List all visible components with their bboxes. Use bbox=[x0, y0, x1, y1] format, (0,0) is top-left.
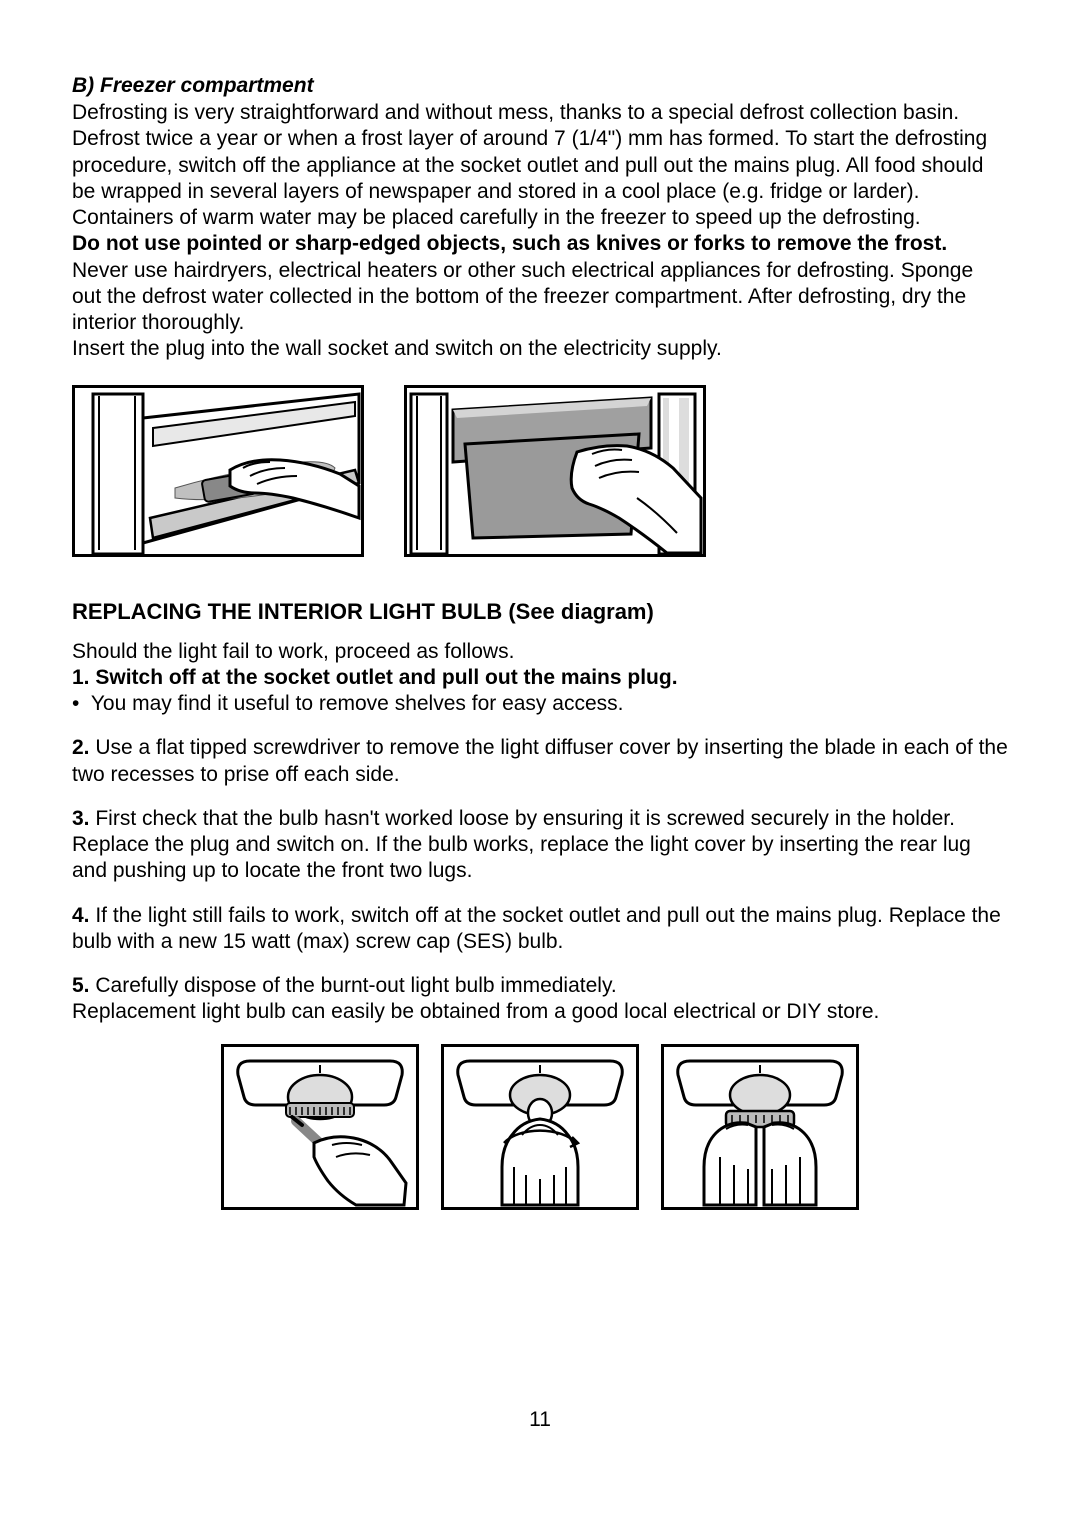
freezer-p3: Containers of warm water may be placed c… bbox=[72, 205, 1008, 231]
bulb-intro: Should the light fail to work, proceed a… bbox=[72, 639, 1008, 665]
step5-text: Carefully dispose of the burnt-out light… bbox=[90, 974, 617, 997]
step2-text: Use a flat tipped screwdriver to remove … bbox=[72, 736, 1008, 785]
step5-num: 5. bbox=[72, 974, 90, 997]
freezer-title: B) Freezer compartment bbox=[72, 74, 1008, 98]
bulb-step4-wrap: 4. If the light still fails to work, swi… bbox=[72, 903, 1008, 956]
step4-text: If the light still fails to work, switch… bbox=[72, 904, 1001, 953]
freezer-warning: Do not use pointed or sharp-edged object… bbox=[72, 231, 1008, 257]
diagram-sponge-water bbox=[72, 385, 364, 557]
diagram-replace-cover bbox=[661, 1044, 859, 1210]
bulb-note: Replacement light bulb can easily be obt… bbox=[72, 999, 1008, 1025]
step3-text: First check that the bulb hasn't worked … bbox=[72, 807, 971, 883]
bulb-step5-wrap: 5. Carefully dispose of the burnt-out li… bbox=[72, 973, 1008, 999]
step2-num: 2. bbox=[72, 736, 90, 759]
step4-num: 4. bbox=[72, 904, 90, 927]
page-number: 11 bbox=[0, 1408, 1080, 1432]
freezer-p1: Defrosting is very straightforward and w… bbox=[72, 100, 1008, 126]
diagram-unscrew-bulb bbox=[441, 1044, 639, 1210]
bulb-step2-wrap: 2. Use a flat tipped screwdriver to remo… bbox=[72, 735, 1008, 788]
diagram-remove-drawer bbox=[404, 385, 706, 557]
defrost-diagrams-row bbox=[72, 385, 1008, 557]
freezer-p2: Defrost twice a year or when a frost lay… bbox=[72, 126, 1008, 205]
freezer-p5: Insert the plug into the wall socket and… bbox=[72, 336, 1008, 362]
bulb-step3-wrap: 3. First check that the bulb hasn't work… bbox=[72, 806, 1008, 885]
bulb-diagrams-row bbox=[72, 1044, 1008, 1210]
bulb-step1: 1. Switch off at the socket outlet and p… bbox=[72, 665, 1008, 691]
step3-num: 3. bbox=[72, 807, 90, 830]
diagram-remove-cover bbox=[221, 1044, 419, 1210]
freezer-p4: Never use hairdryers, electrical heaters… bbox=[72, 258, 1008, 337]
bulb-bullet: You may find it useful to remove shelves… bbox=[72, 691, 1008, 717]
bulb-heading: REPLACING THE INTERIOR LIGHT BULB (See d… bbox=[72, 599, 1008, 625]
